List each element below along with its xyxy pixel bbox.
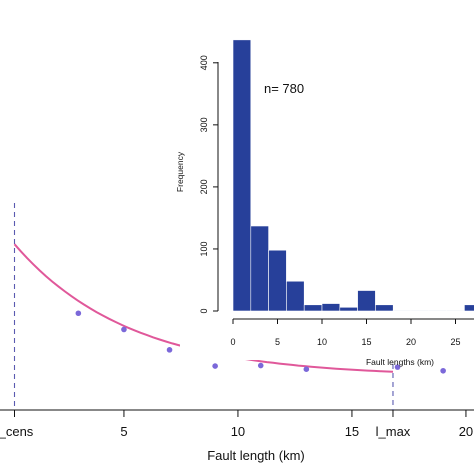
hist-y-axis-label: Frequency: [175, 151, 185, 192]
hist-x-axis-label: Fault lengths (km): [366, 357, 434, 367]
main-chart: l_cens 5 10 15 l_max 20 Fault length (km): [0, 203, 474, 463]
main-x-tick-label: l_cens: [0, 424, 34, 439]
hist-x-tick-label: 0: [230, 337, 235, 347]
histogram-bar: [268, 249, 287, 312]
histogram-bar: [464, 304, 474, 312]
data-point: [75, 310, 82, 317]
hist-x-tick-label: 25: [450, 337, 460, 347]
main-x-tick-label: 15: [345, 424, 359, 439]
histogram-bar: [232, 39, 252, 312]
data-point: [394, 364, 401, 370]
histogram-bar: [392, 310, 412, 312]
hist-y-tick-label: 300: [199, 117, 209, 132]
histogram-bar: [339, 306, 358, 312]
main-x-tick-label: 5: [120, 424, 127, 439]
main-x-tick-label: 10: [231, 424, 245, 439]
histogram-inset: 0 5 10 15 20 25 0 100 200 300 400 Frequency Fault …: [175, 30, 474, 367]
histogram-bar: [286, 280, 305, 312]
main-x-axis-label: Fault length (km): [207, 448, 305, 463]
hist-y-tick-label: 100: [199, 241, 209, 256]
histogram-bar: [428, 310, 447, 312]
histogram-bar: [357, 290, 376, 312]
hist-y-tick-label: 400: [199, 55, 209, 70]
data-point: [303, 366, 310, 373]
histogram-bar: [375, 304, 394, 312]
hist-x-tick-label: 15: [361, 337, 371, 347]
hist-y-tick-label: 200: [199, 179, 209, 194]
hist-x-tick-label: 10: [317, 337, 327, 347]
main-x-tick-label: 20: [459, 424, 473, 439]
data-point: [166, 347, 173, 353]
data-point: [257, 362, 264, 369]
hist-y-tick-label: 0: [199, 308, 209, 313]
hist-annotation: n= 780: [264, 81, 304, 96]
main-x-tick-label: l_max: [376, 424, 411, 439]
hist-x-tick-label: 5: [275, 337, 280, 347]
data-point: [121, 326, 127, 333]
hist-x-tick-label: 20: [406, 337, 416, 347]
histogram-bar: [446, 310, 465, 312]
data-point: [212, 363, 218, 369]
histogram-bar: [321, 303, 341, 312]
histogram-bar: [303, 304, 323, 312]
histogram-bar: [410, 310, 430, 312]
data-point: [440, 367, 446, 374]
histogram-bar: [250, 225, 269, 312]
